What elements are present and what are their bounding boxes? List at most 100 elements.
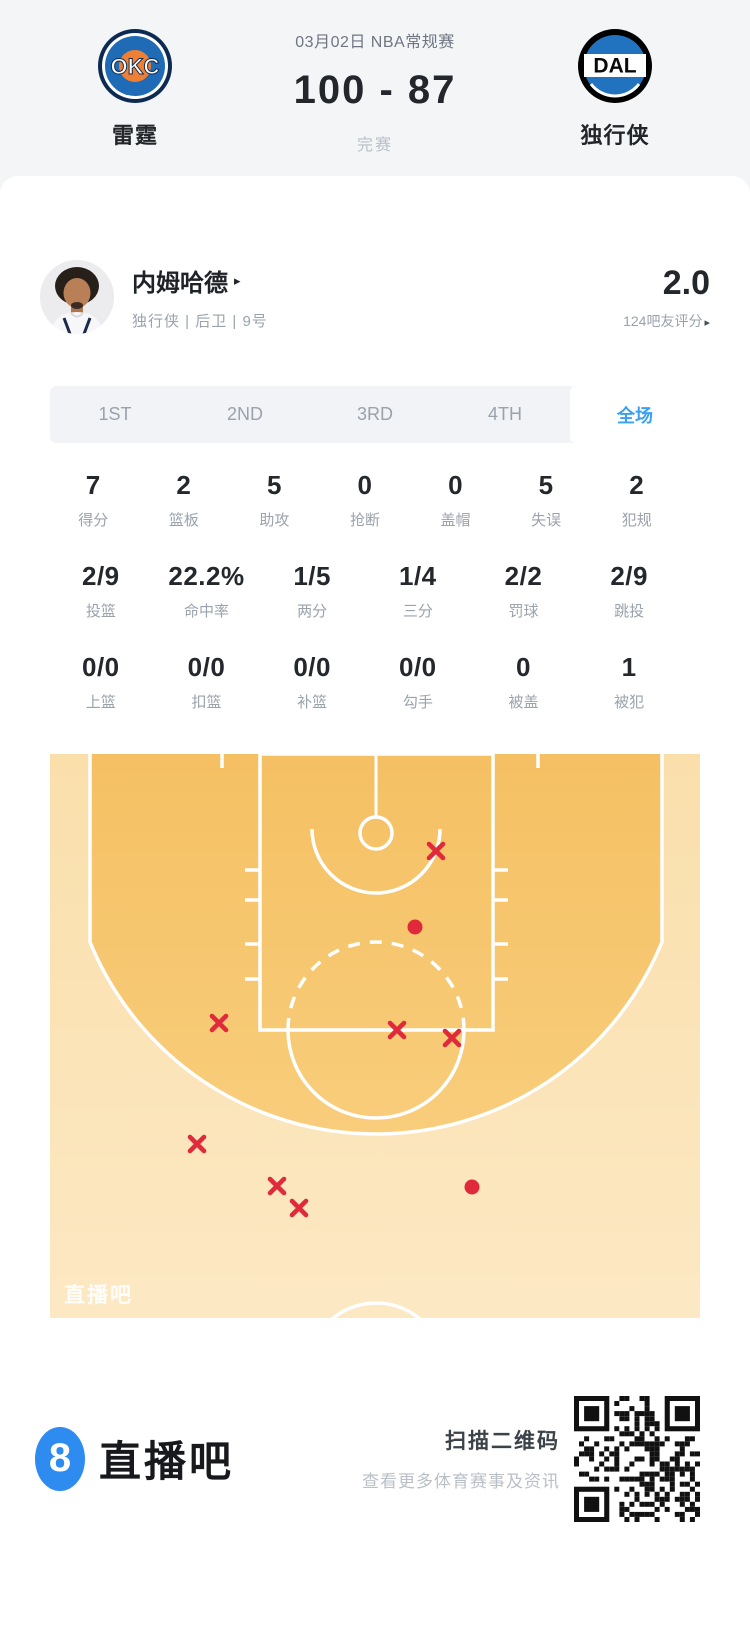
stat-value: 2 [629,470,645,500]
stat-value: 2/9 [82,561,120,591]
match-score: 100 - 87 [293,68,457,112]
stat-value: 5 [538,470,554,500]
match-summary: 03月02日 NBA常规赛 100 - 87 完赛 [230,0,520,190]
free-throw-circle-bottom [286,1029,466,1120]
stat-label: 勾手 [402,694,433,711]
stat-盖帽: 0 盖帽 [410,470,501,530]
court-inner-area [90,754,662,1135]
stat-投篮: 2/9 投篮 [48,561,154,621]
made-shot-mark [464,1179,480,1195]
dal-team-logo-icon: DAL [577,28,653,104]
scan-title: 扫描二维码 [445,1430,560,1453]
stat-上篮: 0/0 上篮 [48,652,154,712]
stat-label: 被犯 [614,694,645,711]
player-avatar [40,260,114,334]
stat-三分: 1/4 三分 [365,561,471,621]
missed-shot-mark [442,1028,462,1048]
rating-count-text: 124吧友评分 [623,312,703,329]
stat-被犯: 1 被犯 [576,652,682,712]
qr-code [574,1395,700,1522]
rating-value: 2.0 [662,263,710,302]
stat-label: 两分 [297,603,328,620]
player-name[interactable]: 内姆哈德 ▸ [132,263,623,298]
scan-subtitle: 查看更多体育赛事及资讯 [362,1472,560,1491]
content-card: 内姆哈德 ▸ 独行侠 | 后卫 | 9号 2.0 124吧友评分 ▸ 1ST 2ND… [0,176,750,1318]
team-away[interactable]: DAL 独行侠 [520,0,710,190]
player-card[interactable]: 内姆哈德 ▸ 独行侠 | 后卫 | 9号 2.0 124吧友评分 ▸ [40,176,710,334]
stat-label: 上篮 [85,694,116,711]
away-team-name: 独行侠 [580,123,650,148]
scan-hint: 扫描二维码 查看更多体育赛事及资讯 [362,1425,560,1492]
player-rating[interactable]: 2.0 124吧友评分 ▸ [623,264,710,331]
stat-label: 盖帽 [440,512,471,529]
rating-subtitle: 124吧友评分 ▸ [623,311,710,331]
stat-label: 犯规 [621,512,652,529]
tab-2ND[interactable]: 2ND [180,386,310,443]
stat-row: 2/9 投篮 22.2% 命中率 1/5 两分 1/4 三分 2/2 罚球 2/9 跳投 [0,561,750,621]
stat-命中率: 22.2% 命中率 [154,561,260,621]
player-info: 内姆哈德 ▸ 独行侠 | 后卫 | 9号 [132,263,623,331]
stat-label: 抢断 [349,512,380,529]
stat-label: 得分 [78,512,109,529]
player-meta: 独行侠 | 后卫 | 9号 [132,313,268,330]
stat-value: 0/0 [187,652,226,682]
tab-4TH[interactable]: 4TH [440,386,570,443]
stat-得分: 7 得分 [48,470,139,530]
brand[interactable]: 8 直播吧 [35,1426,235,1491]
stat-抢断: 0 抢断 [320,470,411,530]
quarter-tabs: 1ST 2ND 3RD 4TH 全场 [50,386,700,443]
stat-row: 0/0 上篮 0/0 扣篮 0/0 补篮 0/0 勾手 0 被盖 1 被犯 [0,652,750,712]
missed-shot-mark [267,1176,287,1196]
stat-value: 0 [516,652,531,682]
team-home[interactable]: OKC 雷霆 [40,0,230,190]
stats-grid: 7 得分 2 篮板 5 助攻 0 抢断 0 盖帽 5 失误 2 犯规 2/9 投篮 22.2% 命中率 1/5 两分 1… [0,470,750,712]
stat-value: 2/9 [610,561,648,591]
stat-跳投: 2/9 跳投 [576,561,682,621]
stat-扣篮: 0/0 扣篮 [154,652,260,712]
restricted-arc [310,828,442,895]
missed-shot-mark [187,1134,207,1154]
stat-勾手: 0/0 勾手 [365,652,471,712]
free-throw-circle-top [286,940,466,1031]
zhibo8-logo-icon: 8 [35,1426,85,1491]
stat-两分: 1/5 两分 [259,561,365,621]
missed-shot-mark [387,1020,407,1040]
stat-value: 1/5 [293,561,331,591]
app-footer: 8 直播吧 扫描二维码 查看更多体育赛事及资讯 [0,1318,750,1599]
stat-value: 7 [85,470,101,500]
missed-shot-mark [209,1013,229,1033]
three-point-line [88,754,664,1136]
stat-补篮: 0/0 补篮 [259,652,365,712]
court-watermark: 直播吧 [64,1284,133,1307]
rating-arrow-icon: ▸ [704,316,710,329]
shot-marks [187,841,480,1218]
stat-label: 扣篮 [191,694,222,711]
stat-value: 2/2 [504,561,543,591]
stat-label: 跳投 [614,603,645,620]
stat-label: 篮板 [168,512,199,529]
stat-row: 7 得分 2 篮板 5 助攻 0 抢断 0 盖帽 5 失误 2 犯规 [0,470,750,530]
stat-value: 5 [266,470,282,500]
player-name-text: 内姆哈德 [132,270,228,297]
tab-全场[interactable]: 全场 [570,386,700,443]
stat-value: 1/4 [398,561,437,591]
stat-label: 罚球 [508,603,539,620]
stat-label: 被盖 [508,694,539,711]
stat-label: 命中率 [183,603,229,620]
brand-name: 直播吧 [99,1438,235,1485]
paint-lane [258,754,495,1032]
match-header: OKC 雷霆 03月02日 NBA常规赛 100 - 87 完赛 DAL 独行侠 [0,0,750,190]
stat-助攻: 5 助攻 [229,470,320,530]
player-name-arrow-icon: ▸ [234,272,241,288]
stat-篮板: 2 篮板 [139,470,230,530]
stat-label: 失误 [531,512,562,529]
tab-3RD[interactable]: 3RD [310,386,440,443]
stat-label: 助攻 [259,512,290,529]
svg-text:OKC: OKC [111,54,160,79]
stat-罚球: 2/2 罚球 [471,561,577,621]
tab-1ST[interactable]: 1ST [50,386,180,443]
stat-label: 三分 [402,603,433,620]
stat-value: 22.2% [168,561,245,591]
stat-value: 0 [448,470,464,500]
